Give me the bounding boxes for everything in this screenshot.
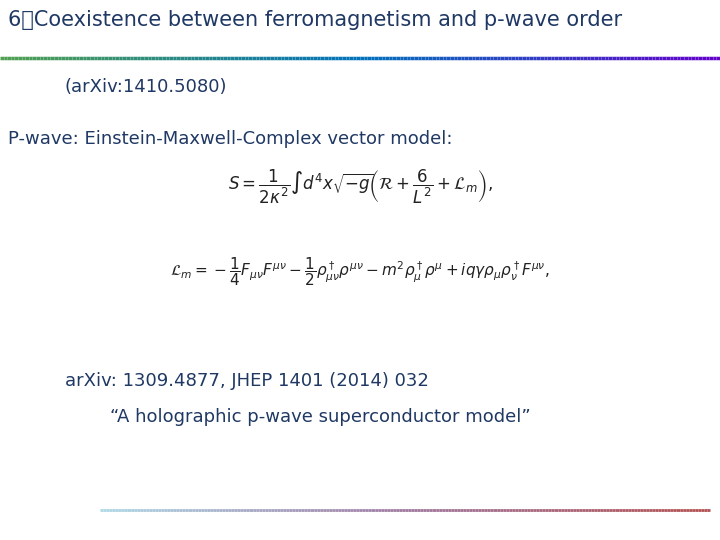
Text: 6、Coexistence between ferromagnetism and p-wave order: 6、Coexistence between ferromagnetism and… — [8, 10, 622, 30]
Text: $S = \dfrac{1}{2\kappa^2} \int d^4x\sqrt{-g}\!\left(\mathcal{R} + \dfrac{6}{L^2}: $S = \dfrac{1}{2\kappa^2} \int d^4x\sqrt… — [228, 168, 492, 206]
Text: (arXiv:1410.5080): (arXiv:1410.5080) — [65, 78, 228, 96]
Text: arXiv: 1309.4877, JHEP 1401 (2014) 032: arXiv: 1309.4877, JHEP 1401 (2014) 032 — [65, 372, 429, 390]
Text: $\mathcal{L}_m = -\dfrac{1}{4}F_{\mu\nu}F^{\mu\nu} - \dfrac{1}{2}\rho^\dagger_{\: $\mathcal{L}_m = -\dfrac{1}{4}F_{\mu\nu}… — [170, 255, 550, 288]
Text: “A holographic p-wave superconductor model”: “A holographic p-wave superconductor mod… — [110, 408, 531, 426]
Text: P-wave: Einstein-Maxwell-Complex vector model:: P-wave: Einstein-Maxwell-Complex vector … — [8, 130, 452, 148]
